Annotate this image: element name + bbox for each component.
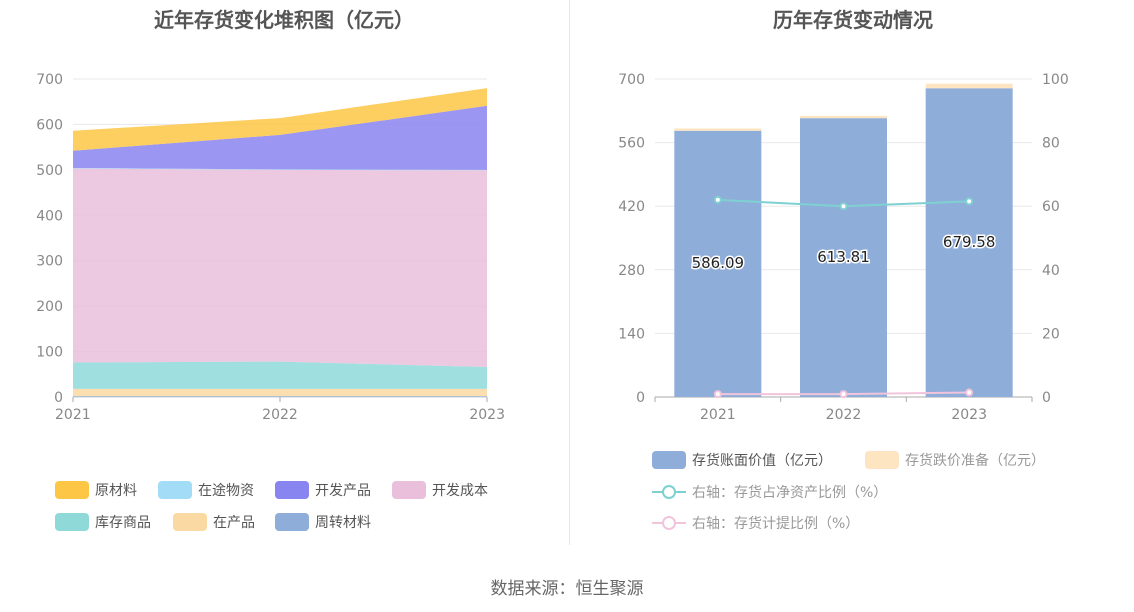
stacked-area-chart-panel: 近年存货变化堆积图（亿元） 0 100 200 300 400 500 600 700 2021… (0, 0, 568, 545)
legend-item[interactable]: 开发成本 (392, 480, 488, 500)
bar-data-label: 613.81 (817, 248, 870, 266)
area-原材料 (73, 88, 487, 151)
bar-impairment (674, 128, 762, 131)
legend-swatch (173, 513, 207, 531)
y2-tick-label: 60 (1042, 199, 1060, 215)
area-开发成本 (73, 168, 487, 368)
legend-label: 库存商品 (95, 515, 151, 531)
legend-label: 周转材料 (315, 515, 371, 531)
right-chart-title: 历年存货变动情况 (773, 8, 933, 32)
bar-book-value (925, 88, 1013, 397)
bar-book-value (800, 118, 887, 398)
panel-divider (569, 0, 570, 545)
y-tick-label: 280 (618, 263, 645, 279)
legend-item[interactable]: 库存商品 (55, 512, 151, 532)
y2-tick-label: 0 (1042, 390, 1051, 406)
legend-item[interactable]: 在途物资 (158, 480, 254, 500)
area-在途物资 (73, 168, 487, 171)
y-tick-label: 560 (618, 136, 645, 152)
line-point (839, 202, 848, 211)
legend-marker (662, 485, 676, 499)
x-tick-label: 2022 (826, 407, 862, 423)
x-tick-label: 2023 (951, 407, 987, 423)
bar-impairment (925, 83, 1013, 89)
legend-label: 在途物资 (198, 483, 254, 499)
x-tick-label: 2021 (55, 407, 91, 423)
stacked-area-chart: 0 100 200 300 400 500 600 700 2021 2022 2023 (36, 72, 505, 423)
legend-label: 存货跌价准备（亿元） (905, 453, 1045, 469)
legend-swatch (652, 451, 686, 469)
y-tick-label: 420 (618, 199, 645, 215)
legend-swatch (275, 481, 309, 499)
legend-item[interactable]: 存货账面价值（亿元） (652, 450, 832, 470)
y-tick-label: 0 (636, 390, 645, 406)
line-point (965, 388, 974, 397)
legend-item[interactable]: 开发产品 (275, 480, 371, 500)
legend-marker (662, 516, 676, 530)
x-tick-label: 2021 (700, 407, 736, 423)
legend-swatch (392, 481, 426, 499)
legend-label: 存货账面价值（亿元） (692, 453, 832, 469)
left-chart-title: 近年存货变化堆积图（亿元） (154, 8, 414, 32)
legend-item[interactable]: 在产品 (173, 512, 255, 532)
bar-impairment (800, 115, 887, 119)
area-开发产品 (73, 105, 487, 170)
line-point (713, 195, 722, 204)
y2-tick-label: 40 (1042, 263, 1060, 279)
legend-label: 开发成本 (432, 483, 488, 499)
y2-tick-label: 100 (1042, 72, 1069, 88)
legend-swatch (652, 483, 686, 501)
y-tick-label: 400 (36, 208, 63, 224)
line-point (839, 390, 848, 399)
legend-swatch (275, 513, 309, 531)
bar-line-chart: 0 140 280 420 560 700 0 20 40 60 80 100 586.09 2021 61… (618, 72, 1069, 423)
area-在产品 (73, 388, 487, 397)
legend-label: 右轴：存货占净资产比例（%） (692, 485, 888, 501)
legend-item[interactable]: 存货跌价准备（亿元） (865, 450, 1045, 470)
y-tick-label: 200 (36, 299, 63, 315)
y-tick-label: 300 (36, 254, 63, 270)
y-tick-label: 700 (618, 72, 645, 88)
bar-data-label: 679.58 (943, 233, 996, 251)
x-tick-label: 2023 (469, 407, 505, 423)
line-point (713, 390, 722, 399)
y-tick-label: 140 (618, 326, 645, 342)
legend-swatch (158, 481, 192, 499)
y-tick-label: 700 (36, 72, 63, 88)
legend-item[interactable]: 右轴：存货占净资产比例（%） (652, 482, 887, 502)
bar-book-value (674, 130, 762, 397)
legend-swatch (865, 451, 899, 469)
legend-item[interactable]: 周转材料 (275, 512, 371, 532)
legend-item[interactable]: 原材料 (55, 480, 137, 500)
area-库存商品 (73, 361, 487, 389)
legend-swatch (55, 513, 89, 531)
bar-data-label: 586.09 (692, 254, 745, 272)
y-tick-label: 600 (36, 117, 63, 133)
y-tick-label: 500 (36, 163, 63, 179)
y-tick-label: 0 (54, 390, 63, 406)
bar-line-chart-panel: 历年存货变动情况 0 140 280 420 560 700 0 20 40 60 80 100 586… (572, 0, 1134, 545)
legend-item[interactable]: 右轴：存货计提比例（%） (652, 513, 859, 533)
legend-label: 右轴：存货计提比例（%） (692, 516, 860, 532)
legend-label: 开发产品 (315, 483, 371, 499)
legend-label: 在产品 (213, 515, 255, 531)
line-point (965, 197, 974, 206)
data-source: 数据来源：恒生聚源 (490, 579, 644, 599)
area-周转材料 (73, 396, 487, 397)
y-tick-label: 100 (36, 345, 63, 361)
legend-swatch (652, 514, 686, 532)
x-tick-label: 2022 (262, 407, 298, 423)
y2-tick-label: 80 (1042, 136, 1060, 152)
y2-tick-label: 20 (1042, 326, 1060, 342)
legend-swatch (55, 481, 89, 499)
legend-label: 原材料 (95, 483, 137, 499)
